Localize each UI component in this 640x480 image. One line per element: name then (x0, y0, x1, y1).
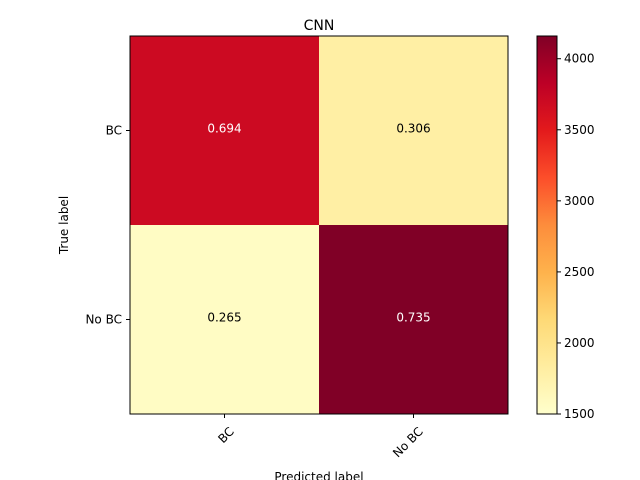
cell-value-label: 0.694 (207, 122, 241, 136)
cell-value-label: 0.265 (207, 311, 241, 325)
x-axis-label: Predicted label (274, 470, 363, 480)
y-axis-label: True label (57, 196, 71, 255)
colorbar-ticks: 1500 2000 2500 3000 3500 4000 (557, 52, 595, 421)
y-tick-label: No BC (85, 313, 122, 327)
colorbar (536, 35, 558, 415)
heatmap-cell (319, 225, 508, 414)
y-tick-label: BC (106, 124, 122, 138)
colorbar-tick-label: 2500 (564, 265, 595, 279)
cell-value-label: 0.735 (396, 311, 430, 325)
cell-value-label: 0.306 (396, 122, 430, 136)
colorbar-tick-label: 3500 (564, 123, 595, 137)
heatmap-cell (319, 36, 508, 225)
x-axis-ticks: BC No BC (215, 414, 426, 460)
heatmap-cell (130, 225, 319, 414)
x-tick-label: BC (215, 424, 237, 446)
y-axis-ticks: BC No BC (85, 124, 130, 327)
colorbar-tick-label: 4000 (564, 52, 595, 66)
colorbar-tick-label: 1500 (564, 407, 595, 421)
heatmap-cell (130, 36, 319, 225)
plot-frame (129, 35, 509, 415)
colorbar-tick-label: 3000 (564, 194, 595, 208)
chart-title: CNN (304, 18, 335, 34)
x-tick-label: No BC (390, 424, 426, 460)
heatmap-cells: 0.694 0.306 0.265 0.735 (130, 36, 508, 414)
colorbar-tick-label: 2000 (564, 336, 595, 350)
